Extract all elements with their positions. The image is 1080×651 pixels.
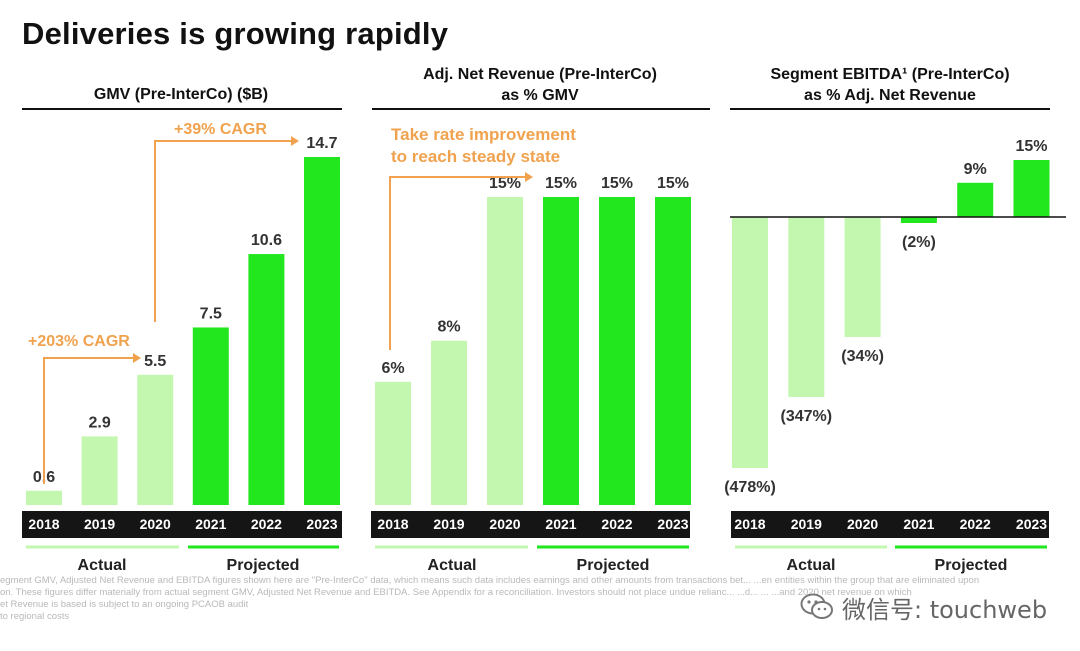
net_revenue-bar-2019 [431, 340, 467, 505]
ebitda-bar-2023 [1013, 160, 1050, 217]
net_revenue-bar-2020 [487, 197, 523, 505]
net_revenue-bar-2021 [543, 197, 579, 505]
footnote-line: et Revenue is based is subject to an ong… [0, 599, 249, 610]
net_revenue-value-label: 8% [437, 319, 460, 336]
ebitda-value-label: (34%) [841, 348, 884, 365]
net-revenue-chart-title-line-2: as % GMV [501, 87, 579, 104]
ebitda-axis-band [731, 511, 1049, 538]
net_revenue-value-label: 15% [657, 175, 689, 192]
gmv-bar-2018 [26, 490, 62, 505]
ebitda-x-tick-label: 2023 [1016, 516, 1047, 532]
ebitda-x-tick-label: 2020 [847, 516, 878, 532]
net_revenue-axis-band [371, 511, 690, 538]
net_revenue-value-label: 15% [601, 175, 633, 192]
net-revenue-chart-title-line-1: Adj. Net Revenue (Pre-InterCo) [423, 66, 657, 83]
ebitda-chart: (478%) (347%) (34%) (2%) 9% 15% 2018 2019 2020 20… [724, 108, 1066, 574]
gmv-x-tick-label: 2020 [140, 516, 171, 532]
net_revenue-x-tick-label: 2022 [601, 516, 632, 532]
footnote-line: on. These figures differ materially from… [0, 587, 912, 598]
ebitda-x-tick-label: 2022 [960, 516, 991, 532]
ebitda-bar-2020 [844, 217, 881, 337]
ebitda-chart-title-line-1: Segment EBITDA¹ (Pre-InterCo) [770, 66, 1010, 83]
gmv-chart-title: GMV (Pre-InterCo) ($B) [22, 84, 340, 105]
gmv-projected-label: Projected [227, 557, 300, 574]
gmv-value-label: 7.5 [200, 305, 222, 322]
net_revenue-x-tick-label: 2023 [657, 516, 688, 532]
ebitda-x-tick-label: 2018 [734, 516, 765, 532]
ebitda-x-tick-label: 2021 [903, 516, 934, 532]
gmv-value-label: 2.9 [88, 414, 110, 431]
net_revenue-bar-2018 [375, 381, 411, 505]
ebitda-bar-2018 [732, 217, 768, 468]
wechat-icon [800, 593, 833, 619]
ebitda-chart-title-line-2: as % Adj. Net Revenue [804, 87, 976, 104]
gmv-chart-title-line-1: GMV (Pre-InterCo) ($B) [93, 86, 269, 103]
gmv-value-label: 5.5 [144, 353, 166, 370]
gmv-x-tick-label: 2018 [28, 516, 59, 532]
cagr-203-arrow [43, 357, 135, 484]
ebitda-chart-title: Segment EBITDA¹ (Pre-InterCo) as % Adj. … [730, 64, 1050, 106]
cagr-39-arrowhead [291, 136, 299, 146]
ebitda-value-label: 15% [1015, 138, 1047, 155]
gmv-x-tick-label: 2019 [84, 516, 115, 532]
gmv-axis-band [22, 511, 342, 538]
footnote-line: to regional costs [0, 611, 70, 622]
net_revenue-x-tick-label: 2018 [377, 516, 408, 532]
gmv-x-tick-label: 2023 [306, 516, 337, 532]
net_revenue-actual-label: Actual [428, 557, 477, 574]
net_revenue-x-tick-label: 2021 [545, 516, 576, 532]
net_revenue-x-tick-label: 2019 [433, 516, 464, 532]
ebitda-actual-label: Actual [787, 557, 836, 574]
ebitda-x-tick-label: 2019 [791, 516, 822, 532]
net_revenue-value-label: 15% [489, 175, 521, 192]
gmv-value-label: 10.6 [251, 232, 282, 249]
ebitda-projected-label: Projected [935, 557, 1008, 574]
footnotes: egment GMV, Adjusted Net Revenue and EBI… [0, 575, 1080, 623]
gmv-bar-2021 [192, 327, 229, 505]
ebitda-bar-2019 [788, 217, 825, 397]
take-rate-label-line-2: to reach steady state [391, 147, 560, 166]
gmv-x-tick-label: 2021 [195, 516, 226, 532]
take-rate-arrowhead [525, 172, 533, 182]
ebitda-value-label: (2%) [902, 234, 936, 251]
ebitda-value-label: 9% [964, 161, 987, 178]
net_revenue-value-label: 15% [545, 175, 577, 192]
take-rate-label-line-1: Take rate improvement [391, 125, 576, 144]
footnote-line: egment GMV, Adjusted Net Revenue and EBI… [0, 575, 980, 586]
ebitda-value-label: (478%) [724, 479, 776, 496]
gmv-bar-2023 [304, 157, 340, 505]
gmv-bar-2019 [81, 436, 118, 505]
net_revenue-value-label: 6% [381, 360, 404, 377]
take-rate-arrow [389, 176, 527, 350]
net_revenue-chart: 6% 8% 15% 15% 15% 15% 2018 2019 2020 2021 2022 2023… [371, 108, 710, 574]
gmv-bar-2020 [137, 374, 174, 505]
annotations: +203% CAGR +39% CAGR Take rate improvement… [28, 121, 576, 484]
watermark-text: 微信号: touchweb [842, 595, 1048, 624]
net_revenue-x-tick-label: 2020 [489, 516, 520, 532]
net_revenue-projected-label: Projected [577, 557, 650, 574]
cagr-203-arrowhead [133, 353, 141, 363]
gmv-actual-label: Actual [78, 557, 127, 574]
ebitda-bar-2022 [957, 182, 994, 217]
watermark: 微信号: touchweb [800, 589, 1047, 625]
net_revenue-bar-2023 [655, 197, 691, 505]
ebitda-value-label: (347%) [781, 408, 833, 425]
cagr-39-arrow [154, 140, 293, 322]
net_revenue-bar-2022 [599, 197, 635, 505]
cagr-39-label: +39% CAGR [174, 121, 267, 138]
net-revenue-chart-title: Adj. Net Revenue (Pre-InterCo) as % GMV [372, 64, 708, 106]
gmv-value-label: 14.7 [306, 135, 337, 152]
gmv-bar-2022 [248, 254, 285, 505]
ebitda-bar-2021 [900, 217, 937, 223]
gmv-x-tick-label: 2022 [251, 516, 282, 532]
page-title: Deliveries is growing rapidly [22, 16, 449, 51]
cagr-203-label: +203% CAGR [28, 333, 130, 350]
